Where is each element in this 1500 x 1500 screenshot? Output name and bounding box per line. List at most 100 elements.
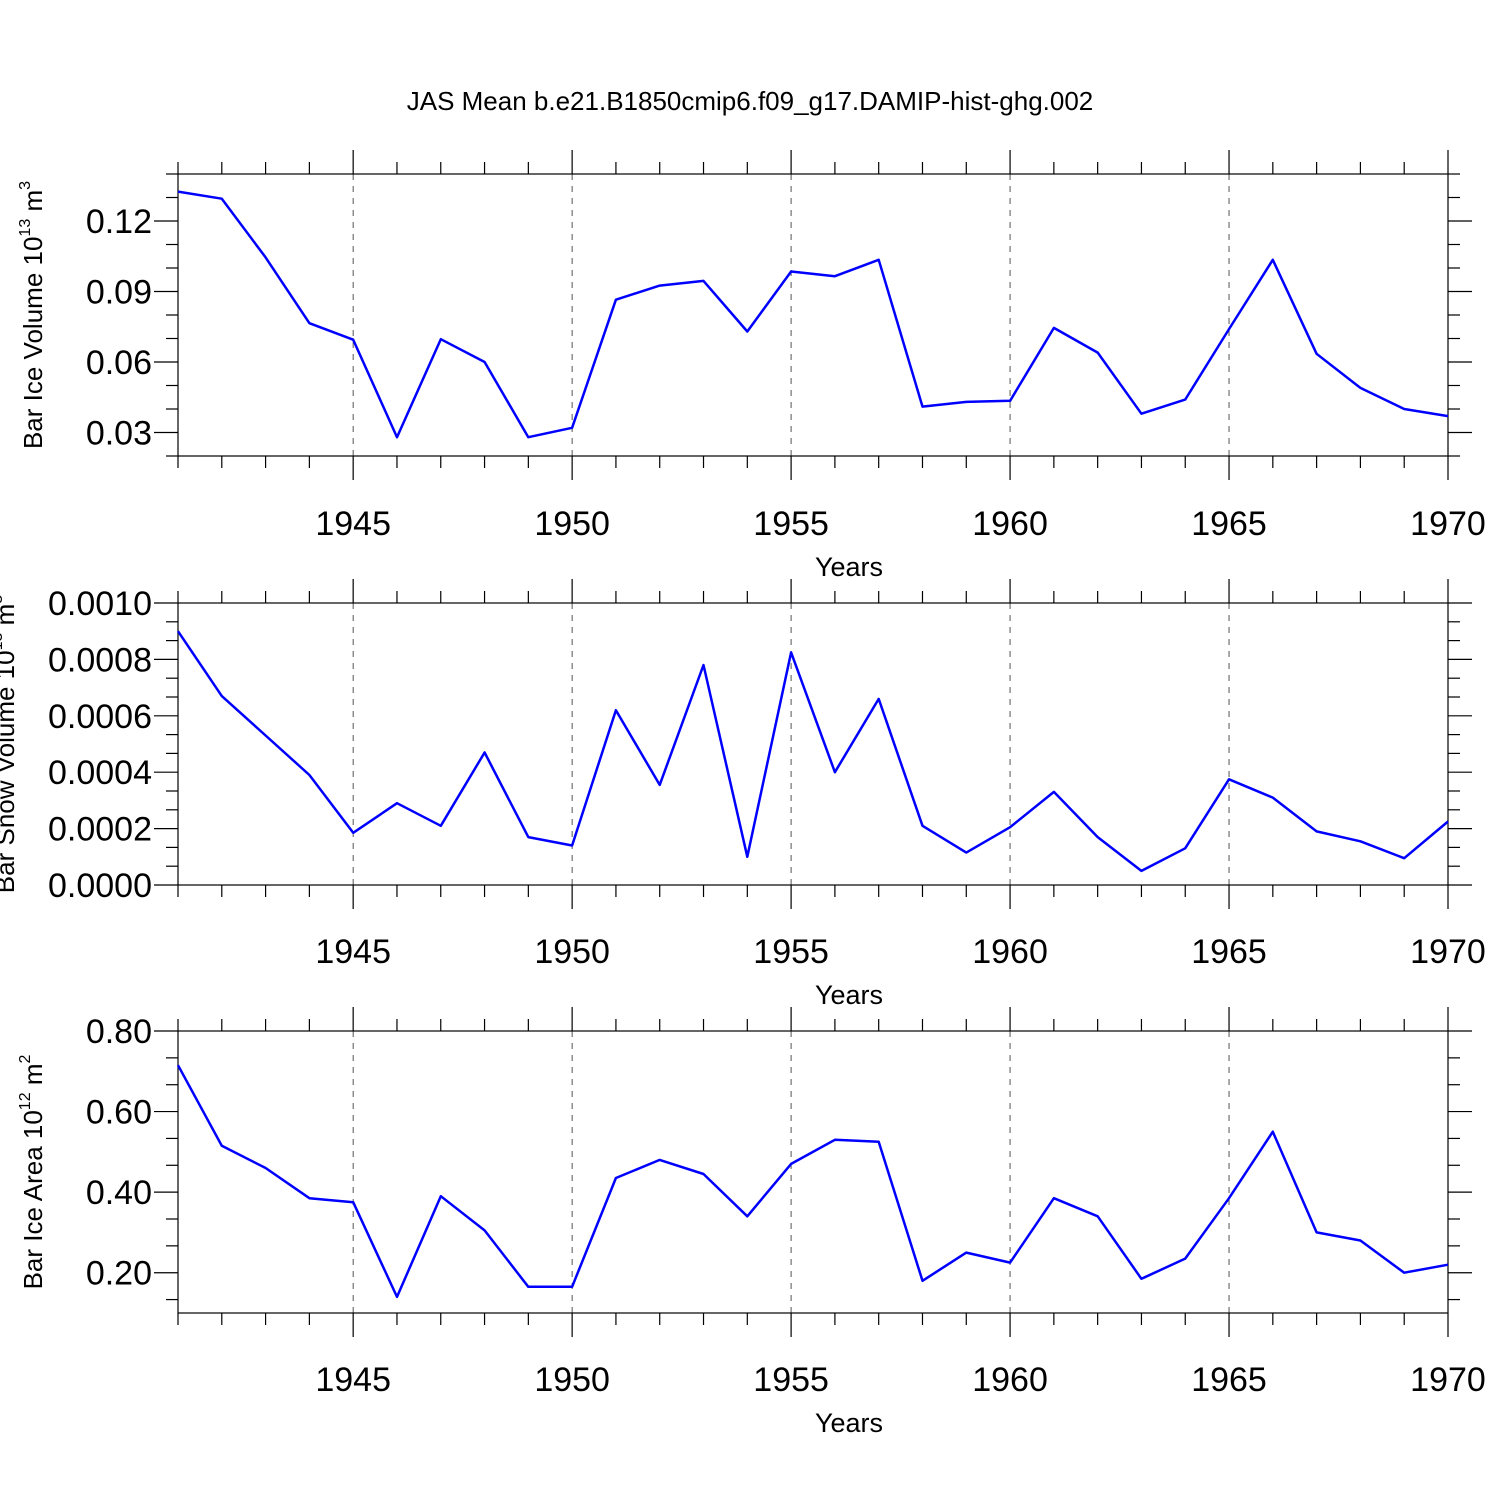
data-point — [877, 1140, 881, 1144]
data-point — [1008, 825, 1012, 829]
y-tick-label: 0.06 — [86, 344, 152, 382]
data-point — [1402, 1271, 1406, 1275]
y-axis-label: Bar Ice Volume 1013 m3 — [17, 181, 48, 449]
data-point — [614, 708, 618, 712]
data-point — [833, 770, 837, 774]
y-axis-label-superscript: 13 — [17, 219, 34, 237]
data-point — [702, 1172, 706, 1176]
data-point — [1139, 1277, 1143, 1281]
y-axis-label-text: m — [0, 604, 20, 633]
x-tick-label: 1945 — [315, 933, 391, 971]
data-point — [264, 1166, 268, 1170]
y-axis-label-text: Bar Ice Volume 10 — [18, 237, 48, 449]
y-tick-label: 0.03 — [86, 415, 152, 453]
x-axis-label: Years — [815, 552, 883, 582]
panel-1: 1945 1950 1955 1960 1965 1970 0.03 0.06 0.09 0.12… — [17, 150, 1486, 582]
data-point — [1139, 412, 1143, 416]
panels: 1945 1950 1955 1960 1965 1970 0.03 0.06 0.09 0.12… — [0, 150, 1486, 1438]
data-point — [833, 274, 837, 278]
x-tick-label: 1955 — [753, 933, 829, 971]
x-tick-label: 1965 — [1191, 933, 1267, 971]
data-point — [964, 1251, 968, 1255]
data-point — [702, 663, 706, 667]
data-point — [307, 773, 311, 777]
data-point — [526, 835, 530, 839]
data-point — [1096, 835, 1100, 839]
x-axis-label: Years — [815, 1408, 883, 1438]
data-point — [833, 1138, 837, 1142]
y-tick-label: 0.0002 — [48, 811, 152, 849]
data-point — [483, 750, 487, 754]
data-point — [745, 1214, 749, 1218]
y-tick-label: 0.0000 — [48, 867, 152, 905]
data-point — [1315, 352, 1319, 356]
data-point — [964, 851, 968, 855]
y-tick-label: 0.12 — [86, 203, 152, 241]
series-line — [177, 190, 1449, 439]
x-tick-label: 1950 — [534, 505, 610, 543]
data-point — [1008, 1261, 1012, 1265]
data-point — [351, 338, 355, 342]
data-point — [395, 1295, 399, 1299]
data-point — [570, 1285, 574, 1289]
panel-3: 1945 1950 1955 1960 1965 1970 0.20 0.40 0.60 0.80… — [17, 1007, 1486, 1438]
plot-frame — [177, 1030, 1449, 1314]
x-tick-label: 1960 — [972, 1361, 1048, 1399]
y-axis-label-text: m — [18, 1063, 48, 1092]
y-tick-label: 0.0010 — [48, 585, 152, 623]
data-point — [789, 1162, 793, 1166]
data-point — [1358, 839, 1362, 843]
plot-frame — [177, 602, 1449, 886]
data-point — [1052, 790, 1056, 794]
data-point — [307, 321, 311, 325]
data-point — [1183, 1257, 1187, 1261]
y-tick-label: 0.0006 — [48, 698, 152, 736]
data-point — [439, 824, 443, 828]
data-point — [920, 1279, 924, 1283]
data-point — [658, 284, 662, 288]
data-point — [1271, 1130, 1275, 1134]
y-axis-label-superscript: 3 — [0, 595, 6, 604]
data-point — [1271, 258, 1275, 262]
x-tick-label: 1950 — [534, 933, 610, 971]
data-point — [789, 650, 793, 654]
data-point — [1446, 820, 1450, 824]
y-tick-label: 0.09 — [86, 274, 152, 312]
x-tick-label: 1970 — [1410, 505, 1486, 543]
data-point — [658, 783, 662, 787]
data-point — [526, 1285, 530, 1289]
y-axis-label-superscript: 13 — [0, 632, 6, 650]
x-tick-label: 1965 — [1191, 505, 1267, 543]
data-point — [614, 298, 618, 302]
data-point — [264, 734, 268, 738]
data-point — [1183, 846, 1187, 850]
data-point — [395, 435, 399, 439]
data-point — [220, 1144, 224, 1148]
data-point — [439, 337, 443, 341]
data-point — [964, 400, 968, 404]
data-point — [1183, 398, 1187, 402]
data-point — [1096, 1214, 1100, 1218]
series-line — [176, 630, 1449, 873]
data-point — [1008, 399, 1012, 403]
x-tick-label: 1955 — [753, 1361, 829, 1399]
data-point — [220, 197, 224, 201]
data-point — [614, 1176, 618, 1180]
data-point — [220, 694, 224, 698]
data-point — [264, 255, 268, 259]
x-tick-label: 1970 — [1410, 1361, 1486, 1399]
x-tick-label: 1960 — [972, 505, 1048, 543]
data-point — [570, 426, 574, 430]
data-point — [351, 831, 355, 835]
series-line — [176, 1064, 1449, 1299]
x-tick-label: 1965 — [1191, 1361, 1267, 1399]
y-tick-label: 0.0004 — [48, 754, 152, 792]
data-point — [702, 279, 706, 283]
data-point — [570, 844, 574, 848]
y-axis-label: Bar Ice Area 1012 m2 — [17, 1054, 48, 1289]
data-point — [920, 824, 924, 828]
x-tick-label: 1955 — [753, 505, 829, 543]
y-tick-label: 0.0008 — [48, 641, 152, 679]
data-point — [789, 270, 793, 274]
y-axis-label: Bar Snow Volume 1013 m3 — [0, 595, 20, 894]
